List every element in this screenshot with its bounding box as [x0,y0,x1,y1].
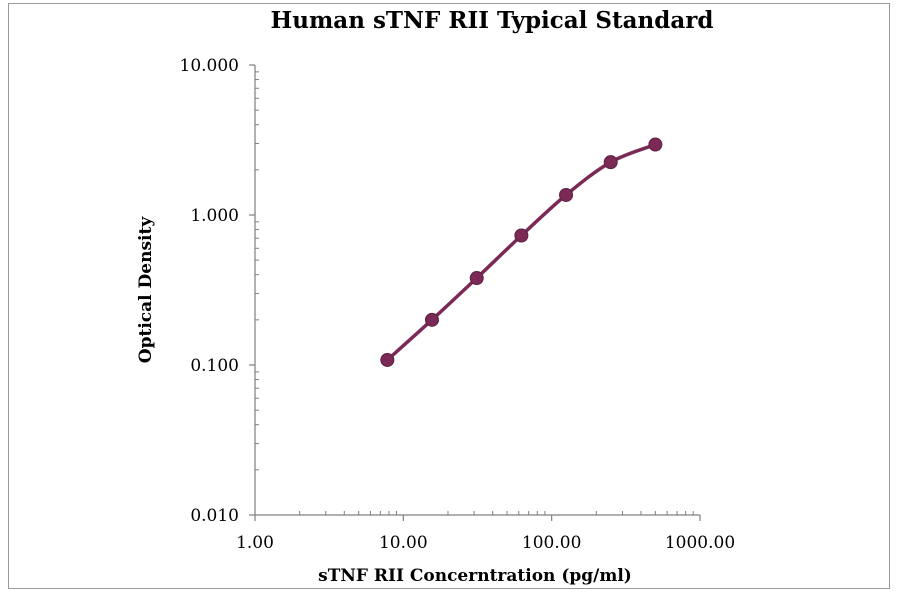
y-tick-label: 1.000 [190,206,239,226]
data-point [469,271,484,286]
x-axis-title: sTNF RII Concerntration (pg/ml) [318,566,632,586]
data-point [380,352,395,367]
data-point [648,137,663,152]
x-tick-label: 1000.00 [665,533,735,553]
y-tick-label: 10.000 [180,56,239,76]
chart-frame [8,3,890,589]
data-point [424,312,439,327]
y-tick-label: 0.010 [190,506,239,526]
data-point [559,187,574,202]
series-line [386,142,656,362]
axes [249,64,701,521]
tick-labels: 1.00 10.00 100.00 1000.00 0.010 0.100 1.000 10.… [180,56,736,553]
x-tick-label: 10.00 [379,533,428,553]
chart-title: Human sTNF RII Typical Standard [271,7,714,34]
x-tick-label: 1.00 [236,533,274,553]
x-tick-label: 100.00 [522,533,581,553]
y-axis-title: Optical Density [136,216,156,364]
data-series [380,137,663,367]
data-point [603,155,618,170]
y-tick-label: 0.100 [190,356,239,376]
data-point [514,228,529,243]
